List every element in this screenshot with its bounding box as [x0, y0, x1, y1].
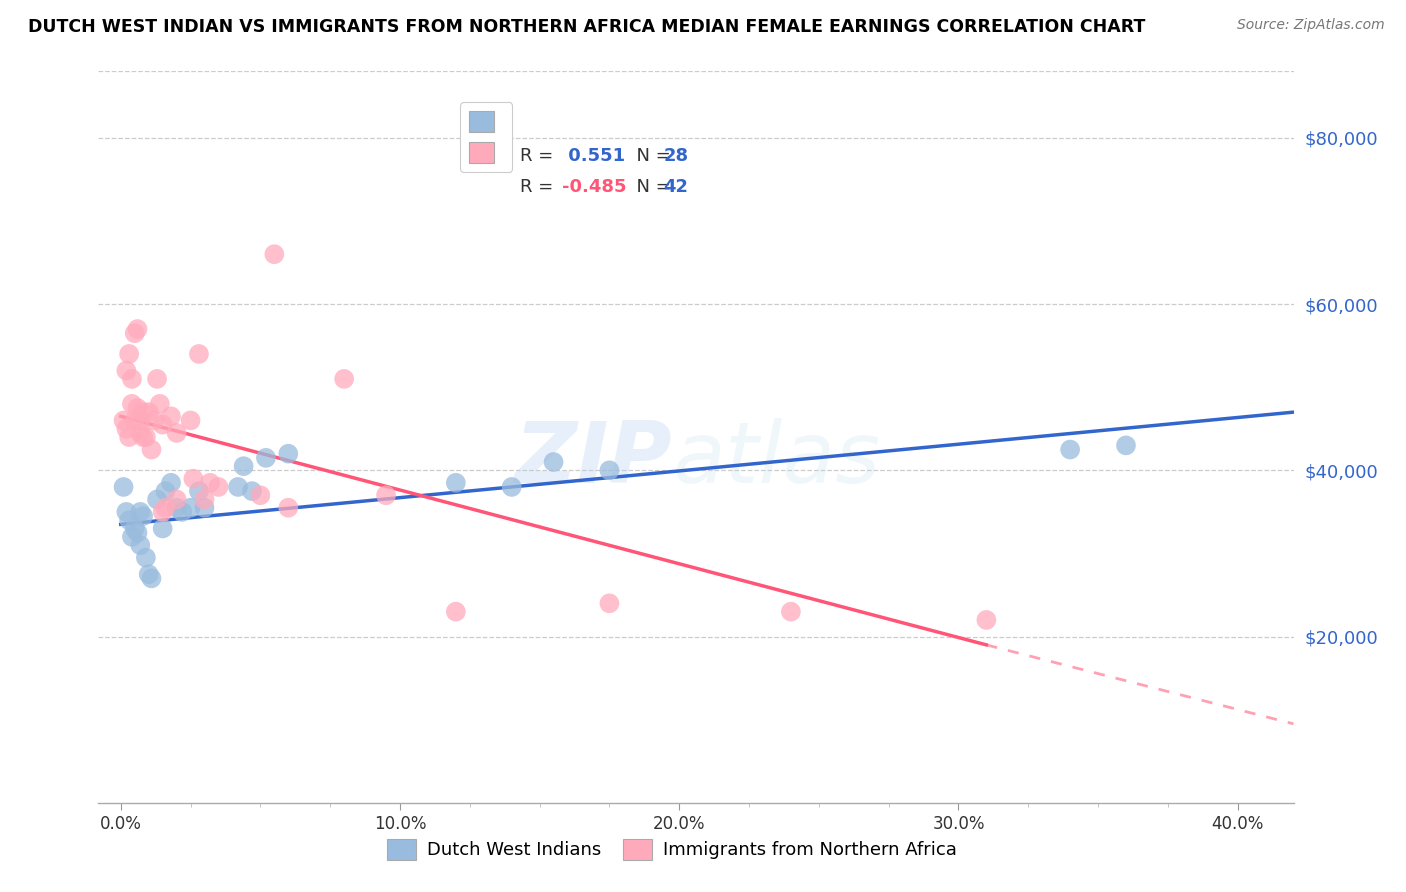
Point [254, 450, 277, 465]
Point [152, 521, 174, 535]
Point [112, 413, 135, 427]
Point [121, 397, 143, 411]
Point [138, 405, 160, 419]
Point [143, 413, 166, 427]
Point [146, 372, 169, 386]
Point [598, 596, 620, 610]
Point [240, 484, 263, 499]
Point [138, 567, 160, 582]
Point [172, 505, 194, 519]
Point [152, 505, 174, 519]
Point [180, 500, 202, 515]
Point [183, 472, 205, 486]
Point [166, 492, 188, 507]
Point [444, 605, 467, 619]
Point [263, 247, 285, 261]
Point [121, 372, 143, 386]
Text: -0.485: -0.485 [562, 178, 627, 196]
Point [444, 475, 467, 490]
Point [112, 480, 135, 494]
Point [166, 425, 188, 440]
Point [129, 413, 152, 427]
Point [333, 372, 356, 386]
Text: R =: R = [520, 147, 558, 165]
Point [118, 347, 141, 361]
Text: ZIP: ZIP [515, 417, 672, 500]
Point [160, 475, 183, 490]
Text: 0.551: 0.551 [562, 147, 626, 165]
Point [1115, 438, 1137, 452]
Point [543, 455, 565, 469]
Point [249, 488, 271, 502]
Text: DUTCH WEST INDIAN VS IMMIGRANTS FROM NORTHERN AFRICA MEDIAN FEMALE EARNINGS CORR: DUTCH WEST INDIAN VS IMMIGRANTS FROM NOR… [28, 18, 1146, 36]
Point [180, 413, 202, 427]
Text: atlas: atlas [672, 417, 880, 500]
Point [375, 488, 398, 502]
Point [118, 513, 141, 527]
Point [115, 363, 138, 377]
Point [135, 550, 157, 565]
Point [277, 447, 299, 461]
Point [187, 347, 209, 361]
Point [598, 463, 620, 477]
Text: R =: R = [520, 178, 558, 196]
Point [146, 492, 169, 507]
Point [152, 417, 174, 432]
Text: Source: ZipAtlas.com: Source: ZipAtlas.com [1237, 18, 1385, 32]
Point [501, 480, 523, 494]
Point [132, 405, 155, 419]
Point [121, 530, 143, 544]
Point [124, 521, 146, 535]
Point [1059, 442, 1081, 457]
Text: N =: N = [626, 147, 676, 165]
Point [115, 505, 138, 519]
Point [232, 459, 254, 474]
Point [226, 480, 249, 494]
Point [780, 605, 803, 619]
Point [193, 492, 215, 507]
Point [155, 484, 177, 499]
Point [193, 500, 215, 515]
Point [129, 505, 152, 519]
Point [141, 442, 163, 457]
Point [976, 613, 998, 627]
Point [207, 480, 229, 494]
Point [141, 571, 163, 585]
Point [149, 397, 172, 411]
Point [135, 430, 157, 444]
Point [129, 425, 152, 440]
Point [155, 500, 177, 515]
Legend: Dutch West Indians, Immigrants from Northern Africa: Dutch West Indians, Immigrants from Nort… [380, 831, 965, 867]
Point [127, 525, 149, 540]
Point [124, 326, 146, 341]
Text: N =: N = [626, 178, 676, 196]
Point [127, 322, 149, 336]
Point [160, 409, 183, 424]
Point [187, 484, 209, 499]
Point [129, 538, 152, 552]
Point [124, 413, 146, 427]
Point [132, 509, 155, 524]
Point [166, 500, 188, 515]
Point [198, 475, 221, 490]
Point [277, 500, 299, 515]
Point [118, 430, 141, 444]
Point [127, 401, 149, 415]
Text: 28: 28 [664, 147, 689, 165]
Text: 42: 42 [664, 178, 689, 196]
Point [115, 422, 138, 436]
Point [132, 430, 155, 444]
